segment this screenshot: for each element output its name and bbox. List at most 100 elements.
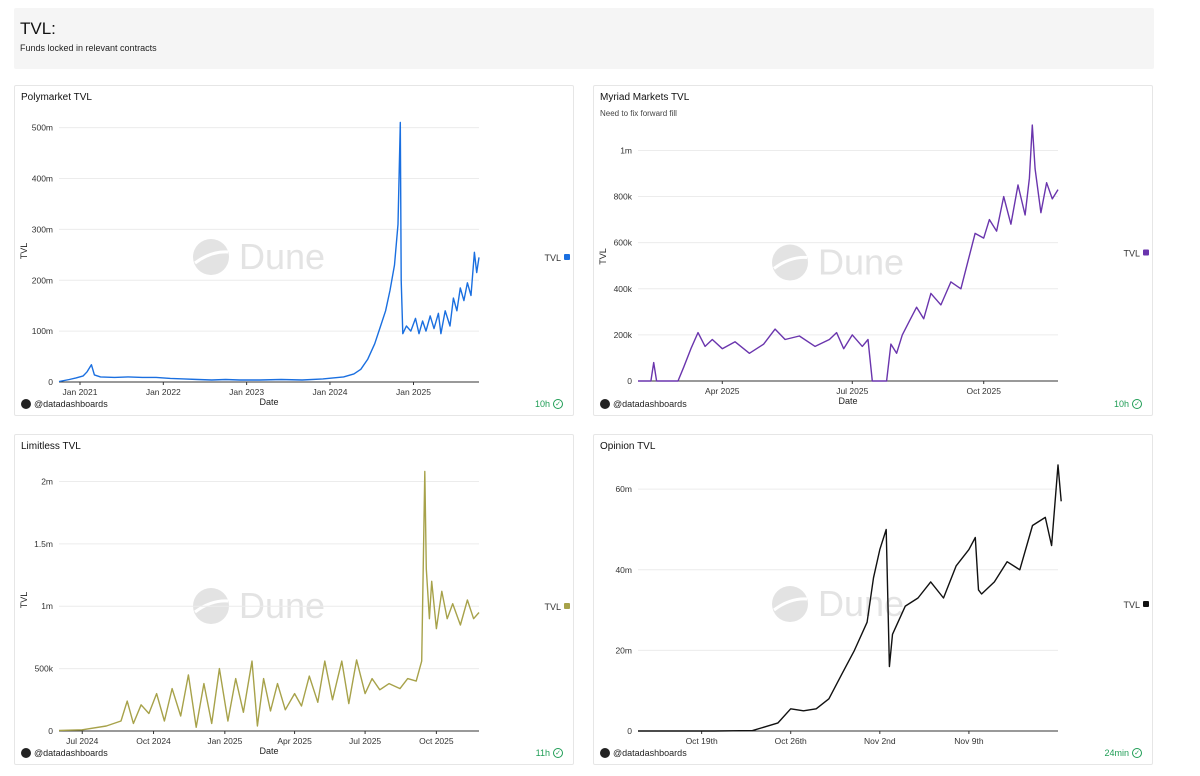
- y-tick-label: 2m: [41, 476, 53, 486]
- x-tick-label: Jul 2025: [349, 736, 381, 746]
- x-tick-label: Oct 2025: [966, 386, 1001, 396]
- dune-logo-icon: [193, 239, 229, 275]
- tvl-series-line: [58, 470, 480, 732]
- legend-label: TVL: [1123, 600, 1140, 610]
- dune-watermark: Dune: [772, 242, 904, 283]
- y-tick-label: 500k: [35, 664, 54, 674]
- opinion-tvl-panel: Opinion TVL Dune 0 20m 40m 60m Oct 19th Oct 26…: [593, 434, 1153, 765]
- panel-title: Opinion TVL: [600, 441, 656, 452]
- y-tick-label: 300m: [32, 224, 53, 234]
- y-tick-label: 600k: [614, 238, 633, 248]
- freshness-badge[interactable]: 24min ✓: [1104, 748, 1142, 758]
- y-tick-label: 800k: [614, 192, 633, 202]
- y-tick-label: 20m: [615, 645, 632, 655]
- check-circle-icon: ✓: [1132, 399, 1142, 409]
- freshness-label: 10h: [534, 399, 550, 409]
- freshness-badge[interactable]: 11h ✓: [536, 748, 563, 758]
- avatar: [21, 748, 31, 758]
- y-tick-label: 1m: [41, 601, 53, 611]
- legend-label: TVL: [544, 253, 561, 263]
- legend: TVL: [544, 602, 570, 612]
- dune-watermark-text: Dune: [818, 583, 904, 624]
- legend-swatch: [1143, 601, 1149, 607]
- legend-swatch: [564, 254, 570, 260]
- dune-logo-icon: [772, 586, 808, 622]
- x-tick-label: Oct 2024: [136, 736, 171, 746]
- freshness-badge[interactable]: 10h ✓: [535, 399, 563, 409]
- opinion-tvl-chart: Dune 0 20m 40m 60m Oct 19th Oct 26th Nov 2nd Nov…: [615, 464, 1149, 746]
- freshness-label: 11h: [535, 748, 550, 758]
- x-tick-label: Nov 2nd: [864, 736, 896, 746]
- author-handle: @datadashboards: [613, 399, 687, 409]
- author-credit[interactable]: @datadashboards: [21, 748, 108, 758]
- y-tick-label: 100m: [32, 326, 53, 336]
- check-circle-icon: ✓: [553, 748, 563, 758]
- y-tick-label: 0: [627, 376, 632, 386]
- x-tick-label: Jul 2024: [66, 736, 98, 746]
- x-tick-label: Oct 2025: [419, 736, 454, 746]
- dune-logo-swoosh: [773, 597, 808, 612]
- x-tick-label: Jan 2022: [146, 387, 181, 397]
- limitless-tvl-panel: Limitless TVL Dune 0 500k 1m 1.5m 2m Jul 2024 O…: [14, 434, 574, 765]
- author-credit[interactable]: @datadashboards: [600, 399, 687, 409]
- x-tick-label: Apr 2025: [277, 736, 312, 746]
- polymarket-tvl-chart: Dune 0 100m 200m 300m 400m 500m Jan 2021 Jan 202…: [19, 121, 570, 407]
- author-credit[interactable]: @datadashboards: [600, 748, 687, 758]
- y-axis-title: TVL: [598, 248, 608, 265]
- dune-logo-icon: [772, 244, 808, 281]
- tvl-series-line: [638, 124, 1059, 382]
- author-handle: @datadashboards: [613, 748, 687, 758]
- y-tick-label: 1.5m: [34, 539, 53, 549]
- legend: TVL: [1123, 249, 1149, 259]
- x-axis-title: Date: [259, 746, 278, 756]
- page-title: TVL:: [20, 19, 56, 38]
- panel-title: Myriad Markets TVL: [600, 92, 690, 103]
- legend-swatch: [1143, 249, 1149, 256]
- y-tick-label: 400m: [32, 174, 53, 184]
- author-handle: @datadashboards: [34, 748, 108, 758]
- y-tick-label: 0: [48, 377, 53, 387]
- dune-logo-swoosh: [773, 255, 808, 270]
- polymarket-tvl-panel: Polymarket TVL Dune 0 100m 200m 300m 400m 500m…: [14, 85, 574, 416]
- x-tick-label: Oct 26th: [775, 736, 807, 746]
- check-circle-icon: ✓: [1132, 748, 1142, 758]
- x-tick-label: Oct 19th: [686, 736, 718, 746]
- dune-watermark-text: Dune: [239, 585, 325, 626]
- y-tick-label: 60m: [615, 484, 632, 494]
- y-axis-title: TVL: [19, 592, 29, 609]
- author-handle: @datadashboards: [34, 399, 108, 409]
- y-tick-label: 200m: [32, 275, 53, 285]
- myriad-markets-tvl-panel: Myriad Markets TVL Need to fix forward f…: [593, 85, 1153, 416]
- x-axis-title: Date: [259, 397, 278, 407]
- x-tick-label: Jan 2023: [229, 387, 264, 397]
- legend-label: TVL: [1123, 249, 1140, 259]
- dune-watermark: Dune: [193, 585, 325, 626]
- dashboard-header: TVL: Funds locked in relevant contracts: [14, 8, 1154, 69]
- x-tick-label: Jul 2025: [836, 386, 868, 396]
- x-tick-label: Jan 2024: [312, 387, 347, 397]
- y-axis-title: TVL: [19, 243, 29, 260]
- author-credit[interactable]: @datadashboards: [21, 399, 108, 409]
- tvl-series-line: [638, 464, 1062, 732]
- panel-subtitle: Need to fix forward fill: [600, 109, 677, 118]
- x-tick-label: Jan 2025: [207, 736, 242, 746]
- y-tick-label: 0: [48, 726, 53, 736]
- legend: TVL: [1123, 600, 1149, 610]
- y-tick-label: 200k: [614, 330, 633, 340]
- page-subtitle: Funds locked in relevant contracts: [20, 43, 157, 53]
- check-circle-icon: ✓: [553, 399, 563, 409]
- legend: TVL: [544, 253, 570, 263]
- x-axis-title: Date: [838, 396, 857, 406]
- freshness-label: 24min: [1104, 748, 1129, 758]
- myriad-markets-tvl-chart: Dune 0 200k 400k 600k 800k 1m Apr 2025 Jul 2025 O…: [598, 124, 1149, 406]
- avatar: [600, 399, 610, 409]
- y-tick-label: 400k: [614, 284, 633, 294]
- tvl-series-line: [58, 121, 480, 383]
- freshness-badge[interactable]: 10h ✓: [1114, 399, 1142, 409]
- y-tick-label: 0: [627, 726, 632, 736]
- y-tick-label: 500m: [32, 123, 53, 133]
- freshness-label: 10h: [1113, 399, 1129, 409]
- x-tick-label: Jan 2021: [63, 387, 98, 397]
- dune-watermark: Dune: [772, 583, 904, 624]
- panel-title: Polymarket TVL: [21, 92, 92, 103]
